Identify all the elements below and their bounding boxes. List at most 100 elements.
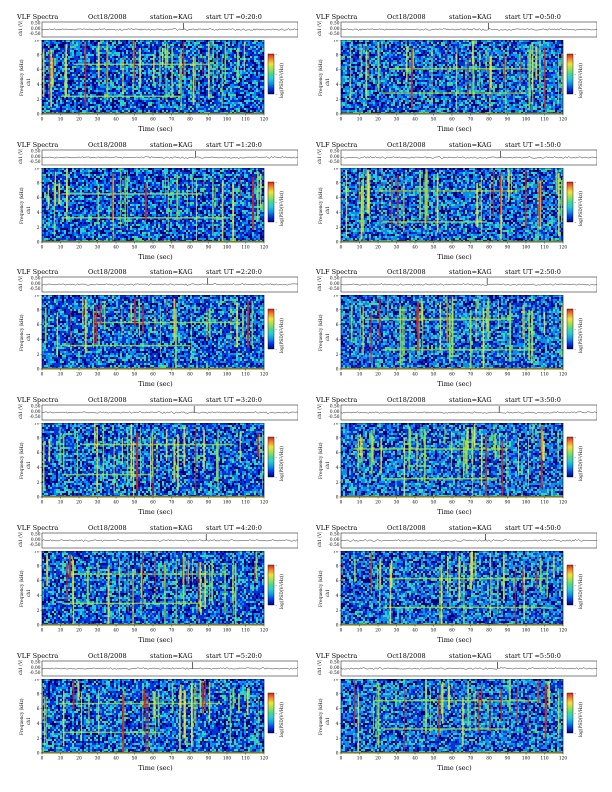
spectrogram-cell xyxy=(357,58,359,60)
spectrogram-cell xyxy=(359,62,361,64)
spectrogram-cell xyxy=(216,94,218,96)
spectrogram-cell xyxy=(130,86,132,88)
spectrogram-cell xyxy=(555,62,557,64)
spectrogram-cell xyxy=(497,44,499,46)
spectrogram-cell xyxy=(100,84,102,86)
spectrogram-cell xyxy=(78,66,80,68)
spectrogram-cell xyxy=(136,52,138,54)
spectrogram-cell xyxy=(497,48,499,50)
spectrogram-cell xyxy=(96,82,98,84)
spectrogram-cell xyxy=(425,42,427,44)
spectrogram-cell xyxy=(521,64,523,66)
spectrogram-cell xyxy=(130,74,132,76)
spectrogram-cell xyxy=(559,42,561,44)
spectrogram-cell xyxy=(194,98,196,100)
spectrogram-cell xyxy=(347,42,349,44)
spectrogram-cell xyxy=(156,68,158,70)
spectrogram-cell xyxy=(112,76,114,78)
spectrogram-cell xyxy=(96,62,98,64)
spectrogram-cell xyxy=(194,76,196,78)
spectrogram-cell xyxy=(246,44,248,46)
spectrogram-cell xyxy=(256,70,258,72)
spectrogram-cell xyxy=(254,50,256,52)
spectrogram-cell xyxy=(246,74,248,76)
spectrogram-cell xyxy=(138,44,140,46)
spectrogram-cell xyxy=(244,62,246,64)
spectrogram-cell xyxy=(232,108,234,110)
spectrogram-cell xyxy=(66,40,68,42)
spectrogram-cell xyxy=(190,68,192,70)
spectrogram-cell xyxy=(188,108,190,110)
spectrogram-cell xyxy=(60,100,62,102)
spectrogram-cell xyxy=(96,84,98,86)
spectrogram-cell xyxy=(537,40,539,42)
spectrogram-cell xyxy=(192,108,194,110)
spectrogram-cell xyxy=(256,108,258,110)
spectrogram-cell xyxy=(42,48,44,50)
spectrogram-cell xyxy=(98,100,100,102)
spectrogram-cell xyxy=(417,48,419,50)
spectrogram-cell xyxy=(210,46,212,48)
spectrogram-cell xyxy=(78,82,80,84)
spectrogram-cell xyxy=(188,68,190,70)
spectrogram-cell xyxy=(56,90,58,92)
spectrogram-cell xyxy=(477,60,479,62)
spectrogram-cell xyxy=(60,40,62,42)
spectrogram-cell xyxy=(76,106,78,108)
spectrogram-cell xyxy=(178,70,180,72)
spectrogram-cell xyxy=(108,52,110,54)
spectrogram-cell xyxy=(168,54,170,56)
waveform-trace xyxy=(41,28,298,31)
spectrogram-cell xyxy=(108,82,110,84)
spectrogram-cell xyxy=(62,108,64,110)
spectrogram-cell xyxy=(110,76,112,78)
spectrogram-cell xyxy=(447,42,449,44)
spectrogram-cell xyxy=(258,88,260,90)
spectrogram-cell xyxy=(523,48,525,50)
spectrogram-cell xyxy=(170,52,172,54)
spectrogram-cell xyxy=(134,82,136,84)
spectrogram-cell xyxy=(200,106,202,108)
spectrogram-cell xyxy=(216,104,218,106)
spectrogram-cell xyxy=(160,110,162,112)
spectrogram-cell xyxy=(60,88,62,90)
spectrogram-cell xyxy=(182,40,184,42)
spectrogram-cell xyxy=(222,84,224,86)
spectrogram-cell xyxy=(62,66,64,68)
spectrogram-cell xyxy=(210,74,212,76)
spectrogram-cell xyxy=(188,86,190,88)
spectrogram-cell xyxy=(246,52,248,54)
spectrogram-cell xyxy=(214,106,216,108)
spectrogram-cell xyxy=(429,44,431,46)
spectrogram-cell xyxy=(172,68,174,70)
spectrogram-cell xyxy=(86,68,88,70)
spectrogram-cell xyxy=(44,110,46,112)
spectrogram-cell xyxy=(256,110,258,112)
spectrogram-cell xyxy=(58,52,60,54)
spectrogram-cell xyxy=(513,50,515,52)
spectrogram-cell xyxy=(371,52,373,54)
spectrogram-cell xyxy=(539,40,541,42)
spectrogram-cell xyxy=(391,48,393,50)
spectrogram-cell xyxy=(182,80,184,82)
spectrogram-cell xyxy=(72,62,74,64)
spectrogram-cell xyxy=(54,68,56,70)
spectrogram-cell xyxy=(527,48,529,50)
spectrogram-cell xyxy=(397,52,399,54)
spectrogram-cell xyxy=(375,54,377,56)
spectrogram-cell xyxy=(56,44,58,46)
spectrogram-cell xyxy=(62,102,64,104)
spectrogram-cell xyxy=(96,60,98,62)
spectrogram-cell xyxy=(182,100,184,102)
spectrogram-cell xyxy=(146,92,148,94)
spectrogram-cell xyxy=(44,90,46,92)
spectrogram-cell xyxy=(353,52,355,54)
spectrogram-cell xyxy=(252,58,254,60)
freq-tick-label: 0 xyxy=(37,113,40,118)
spectrogram-cell xyxy=(98,102,100,104)
spectrogram-cell xyxy=(54,72,56,74)
spectrogram-cell xyxy=(234,50,236,52)
spectrogram-cell xyxy=(238,56,240,58)
spectrogram-cell xyxy=(54,82,56,84)
